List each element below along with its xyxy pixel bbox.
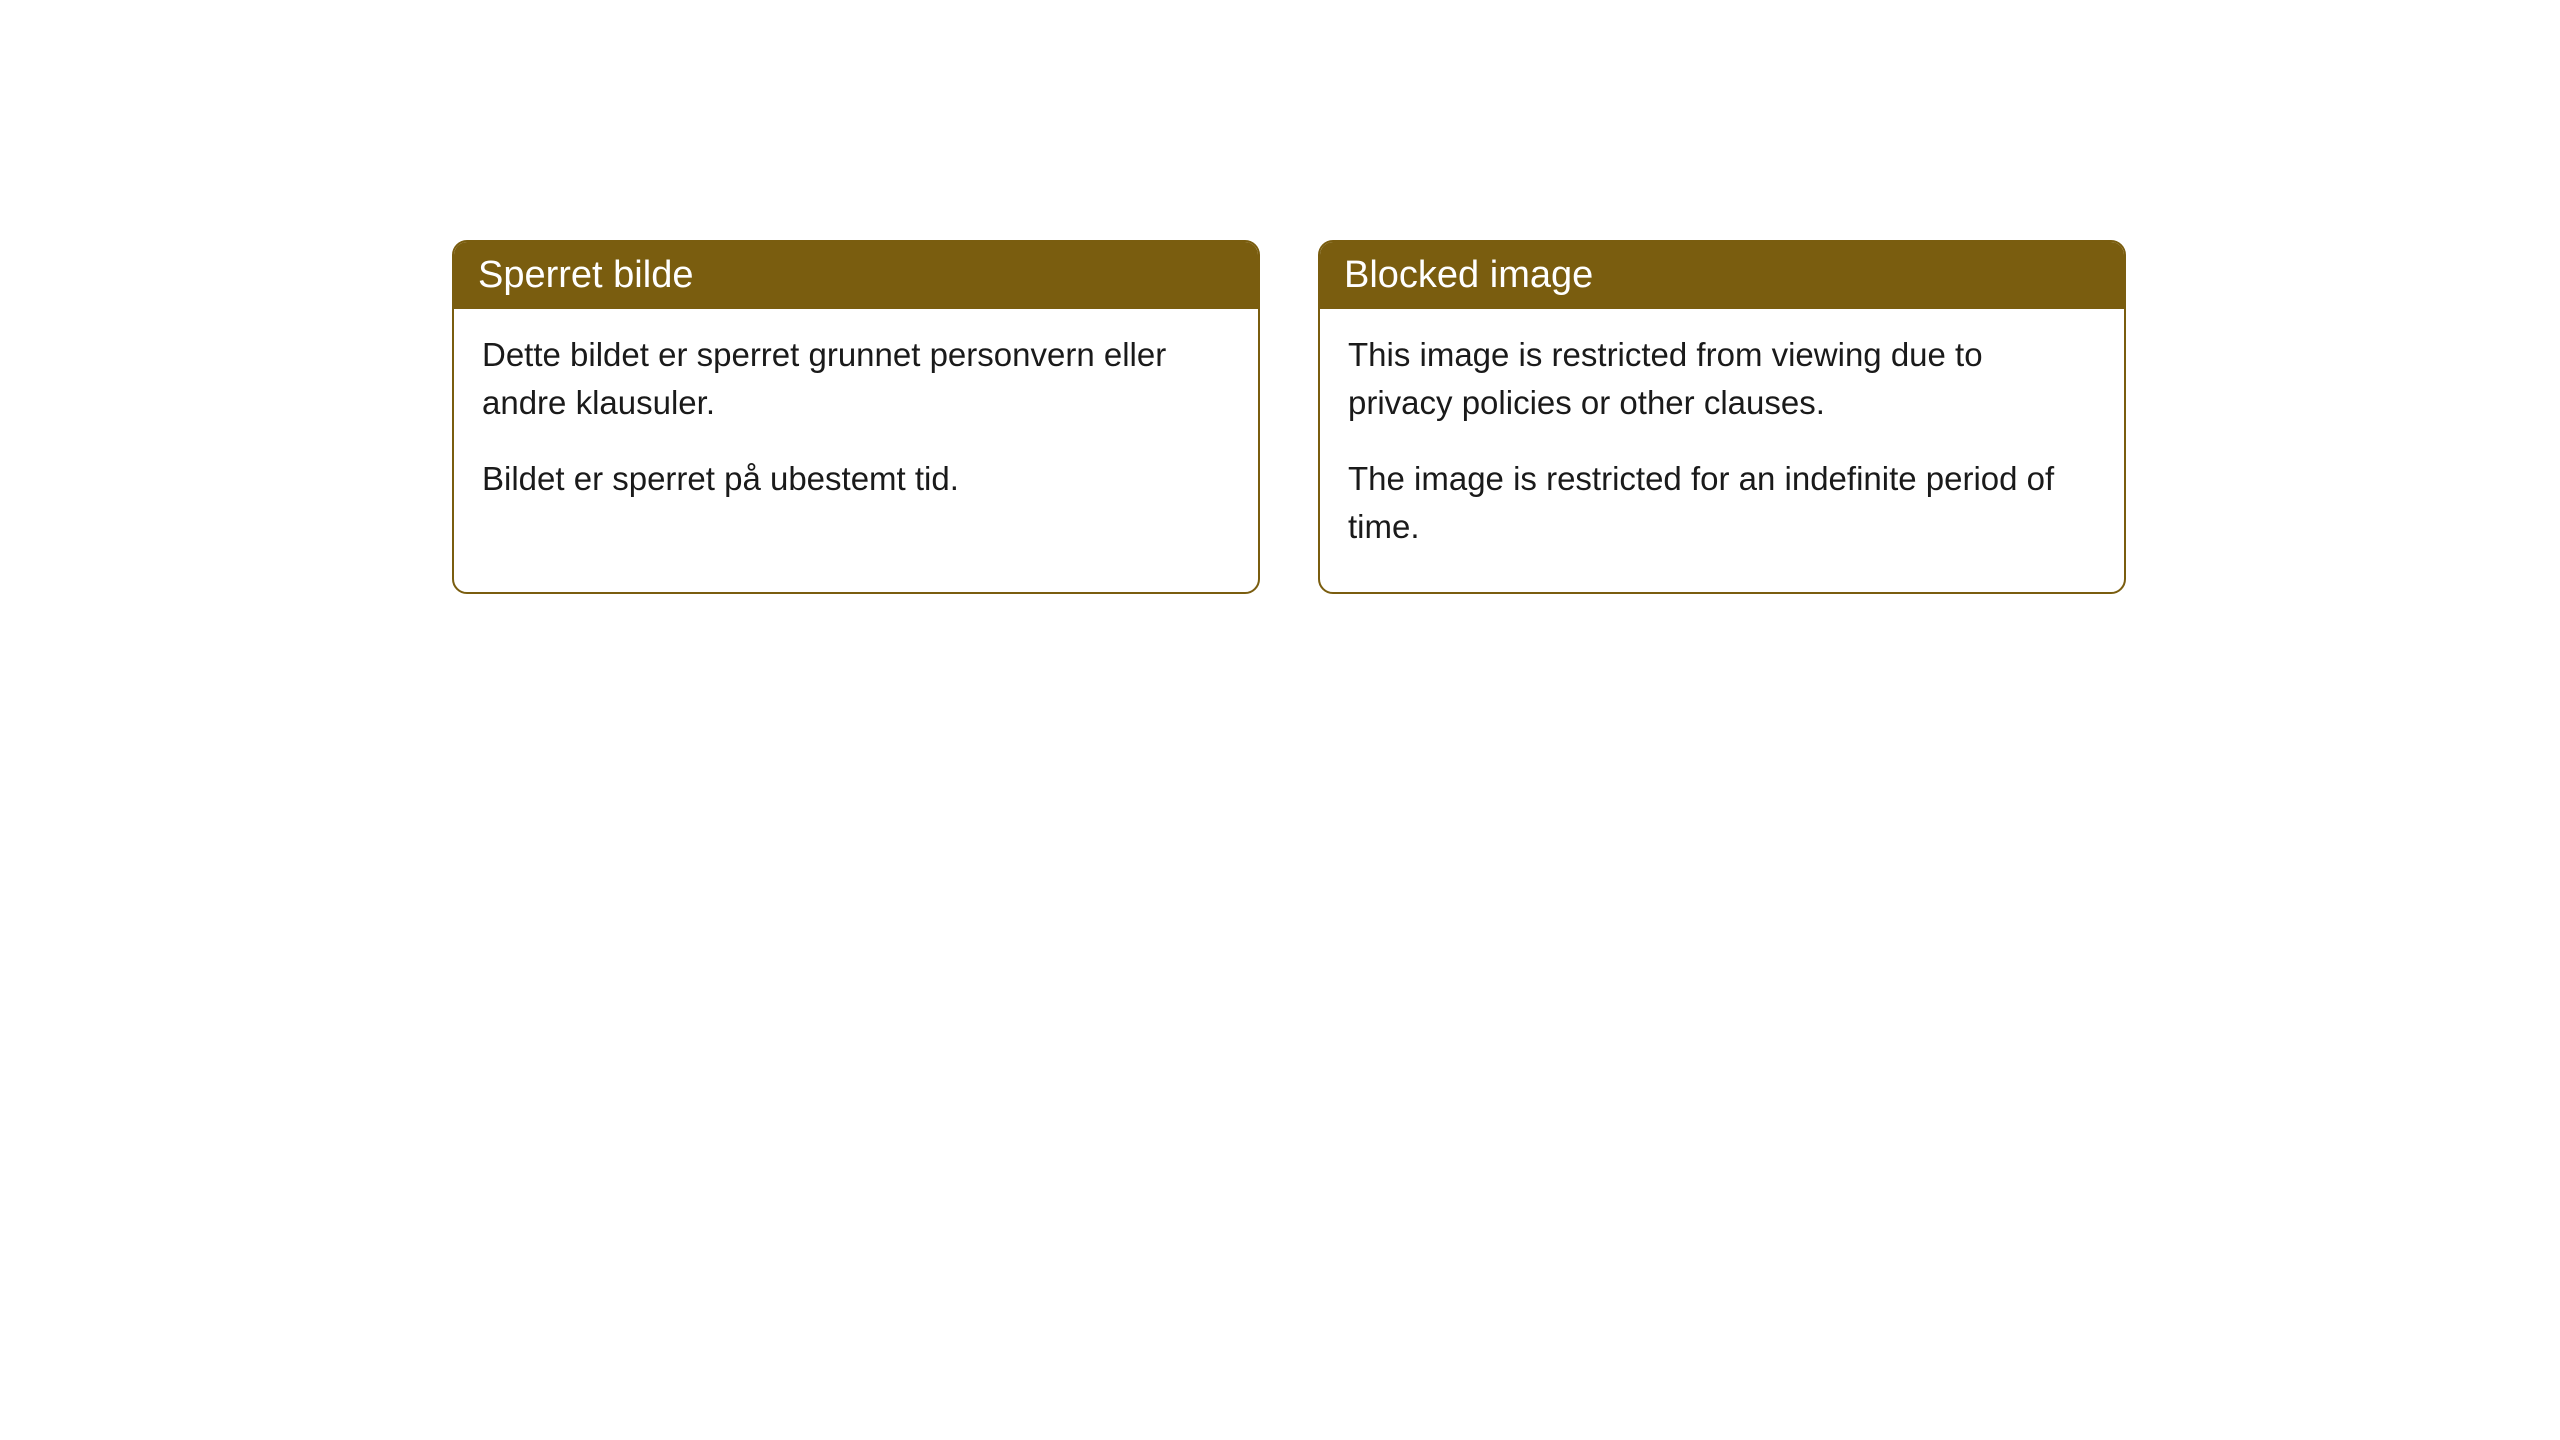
card-title-en: Blocked image <box>1344 254 1593 296</box>
card-paragraph-1-no: Dette bildet er sperret grunnet personve… <box>482 331 1230 427</box>
card-paragraph-1-en: This image is restricted from viewing du… <box>1348 331 2096 427</box>
card-paragraph-2-no: Bildet er sperret på ubestemt tid. <box>482 455 1230 503</box>
card-header-no: Sperret bilde <box>454 242 1258 309</box>
card-title-no: Sperret bilde <box>478 254 693 296</box>
blocked-image-card-no: Sperret bilde Dette bildet er sperret gr… <box>452 240 1260 594</box>
card-body-en: This image is restricted from viewing du… <box>1320 309 2124 592</box>
card-body-no: Dette bildet er sperret grunnet personve… <box>454 309 1258 545</box>
notice-container: Sperret bilde Dette bildet er sperret gr… <box>0 0 2560 594</box>
card-header-en: Blocked image <box>1320 242 2124 309</box>
card-paragraph-2-en: The image is restricted for an indefinit… <box>1348 455 2096 551</box>
blocked-image-card-en: Blocked image This image is restricted f… <box>1318 240 2126 594</box>
